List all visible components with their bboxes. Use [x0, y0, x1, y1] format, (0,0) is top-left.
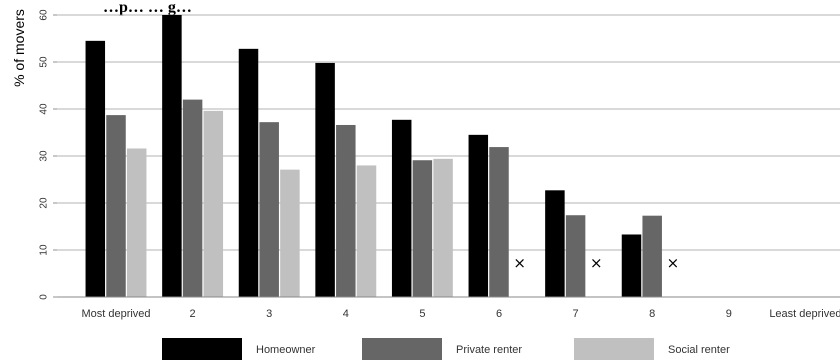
bar — [203, 110, 224, 297]
bar — [391, 119, 412, 297]
missing-value-marker: × — [513, 254, 526, 272]
bar — [621, 234, 642, 297]
bar — [85, 40, 106, 297]
x-tick-label: 8 — [649, 308, 655, 320]
missing-value-marker: × — [667, 254, 680, 272]
x-tick-label: 6 — [496, 308, 502, 320]
y-tick-label: 30 — [39, 150, 50, 162]
x-tick-label: 7 — [573, 308, 579, 320]
legend-label: Social renter — [668, 344, 730, 356]
bar — [315, 62, 335, 297]
bar — [259, 122, 279, 297]
x-tick-label: 4 — [343, 308, 349, 320]
x-tick-label: 9 — [726, 308, 732, 320]
legend: Homeowner Private renter Social renter — [162, 338, 730, 360]
bar — [162, 15, 182, 297]
bar — [412, 160, 433, 297]
bar — [336, 124, 356, 297]
bars — [85, 15, 662, 298]
x-tick-label: 3 — [266, 308, 272, 320]
legend-label: Homeowner — [256, 344, 316, 356]
chart-title: …p… … g… — [103, 0, 192, 16]
y-tick-label: 50 — [39, 56, 50, 68]
bar — [126, 148, 147, 297]
x-tick-label: 2 — [190, 308, 196, 320]
bar — [489, 147, 509, 297]
bar — [642, 215, 662, 297]
legend-swatch — [574, 338, 654, 360]
y-tick-label: 0 — [39, 294, 50, 300]
x-tick-label: 5 — [419, 308, 425, 320]
x-axis-tick-labels: Most deprived 2 3 4 5 6 7 8 9 Least deprived — [81, 308, 840, 320]
bar — [238, 48, 259, 298]
x-tick-label: Most deprived — [81, 308, 150, 320]
y-axis-title: % of movers — [11, 9, 27, 87]
bar — [545, 190, 565, 297]
missing-markers: × × × — [513, 254, 679, 272]
bar — [565, 215, 586, 297]
missing-value-marker: × — [590, 254, 603, 272]
legend-swatch — [162, 338, 242, 360]
legend-label: Private renter — [456, 344, 522, 356]
bar — [280, 169, 300, 297]
bar — [106, 115, 126, 297]
legend-swatch — [362, 338, 442, 360]
bar — [433, 158, 453, 297]
y-tick-label: 20 — [39, 197, 50, 209]
y-tick-label: 10 — [39, 244, 50, 256]
bar — [356, 165, 377, 297]
y-tick-label: 60 — [39, 9, 50, 21]
y-tick-label: 40 — [39, 103, 50, 115]
x-tick-label: Least deprived — [769, 308, 840, 320]
y-axis-ticks: 0 10 20 30 40 50 60 — [39, 9, 57, 300]
bar — [182, 99, 203, 297]
bar — [468, 134, 489, 297]
